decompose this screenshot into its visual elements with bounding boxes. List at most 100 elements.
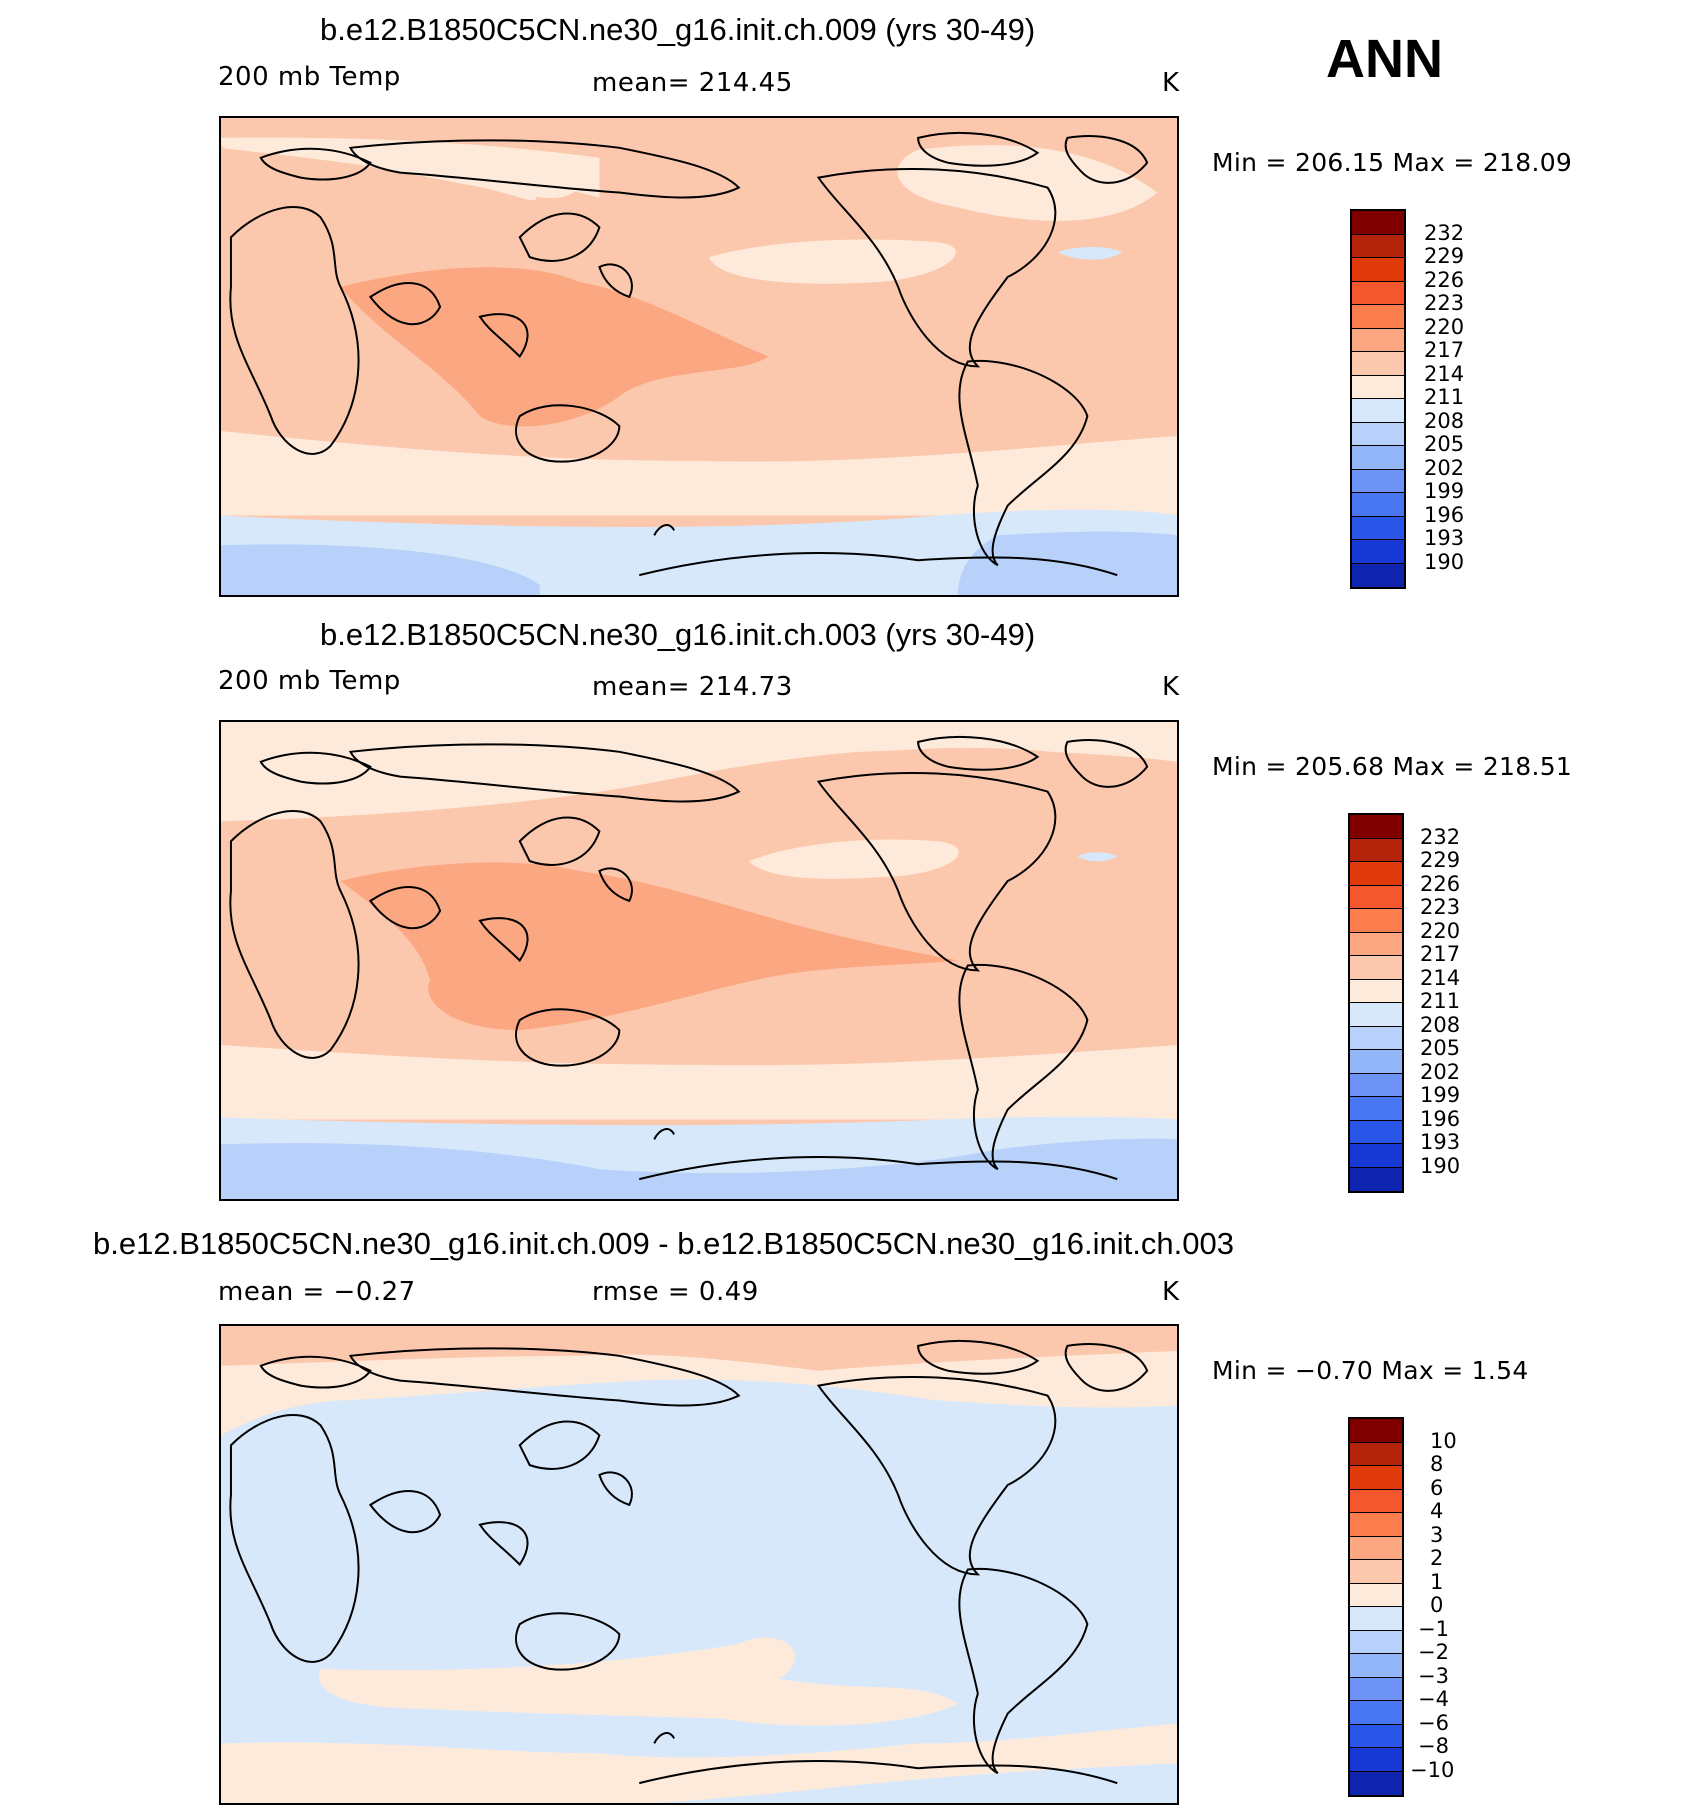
colorbar-swatch [1352,281,1404,305]
colorbar-swatch [1350,1654,1402,1678]
colorbar-swatch [1350,1583,1402,1607]
colorbar-tick-label: 223 [1420,895,1461,919]
colorbar-tick-label: 10 [1430,1429,1457,1453]
colorbar-tick-label: 226 [1420,872,1461,896]
colorbar-swatch [1352,211,1404,235]
colorbar-tick-label: 193 [1424,526,1465,550]
colorbar-swatch [1350,1560,1402,1584]
colorbar-swatch [1350,956,1402,980]
colorbar-tick-label: 229 [1420,848,1461,872]
colorbar-tick-label: 232 [1424,221,1465,245]
colorbar-swatch [1350,1144,1402,1168]
colorbar-swatch [1350,1771,1402,1795]
colorbar-swatch [1350,1489,1402,1513]
contour-band-1-2 [221,1326,1177,1371]
colorbar-swatch [1350,885,1402,909]
colorbar-tick-label: 217 [1420,942,1461,966]
colorbar-swatch [1350,1536,1402,1560]
colorbar [1348,1417,1404,1797]
variable-label: 200 mb Temp [218,62,401,92]
colorbar-tick-label: 190 [1420,1154,1461,1178]
colorbar-swatch [1350,1050,1402,1074]
colorbar-swatch [1350,1026,1402,1050]
colorbar-swatch [1352,258,1404,282]
colorbar-swatch [1350,1701,1402,1725]
world-map-icon [221,1326,1177,1803]
mean-label: mean= 214.45 [592,68,793,98]
colorbar-swatch [1350,1120,1402,1144]
colorbar-swatch [1352,446,1404,470]
minmax-label: Min = 205.68 Max = 218.51 [1212,752,1573,781]
coastlines [229,735,1149,1181]
colorbar-swatch [1350,909,1402,933]
colorbar-tick-label: 217 [1424,338,1465,362]
coastlines [229,1339,1149,1785]
colorbar-tick-label: 199 [1420,1083,1461,1107]
colorbar-tick-label: 3 [1430,1523,1444,1547]
colorbar-swatch [1352,375,1404,399]
world-map-plot [219,116,1179,597]
panel-title: b.e12.B1850C5CN.ne30_g16.init.ch.009 - b… [93,1226,1234,1261]
colorbar-swatch [1350,1419,1402,1443]
units-label: K [1162,1277,1180,1307]
colorbar-swatch [1350,862,1402,886]
units-label: K [1162,672,1180,702]
colorbar-tick-label: 211 [1420,989,1461,1013]
colorbar-swatch [1352,234,1404,258]
colorbar-tick-label: −2 [1418,1640,1449,1664]
contour-band-211-214 [222,142,580,199]
coastlines [229,131,1149,577]
mean-label: mean = −0.27 [218,1277,416,1307]
colorbar-tick-label: 220 [1420,919,1461,943]
contour-band-211-214 [221,1044,1177,1120]
world-map-plot [219,1324,1179,1805]
mean-label: mean= 214.73 [592,672,793,702]
rmse-label: rmse = 0.49 [592,1277,759,1307]
colorbar-swatch [1350,1466,1402,1490]
colorbar-swatch [1352,516,1404,540]
colorbar [1348,813,1404,1193]
contour-band-205-208 [221,544,540,595]
colorbar-swatch [1350,1630,1402,1654]
colorbar-tick-label: 0 [1430,1593,1444,1617]
minmax-label: Min = 206.15 Max = 218.09 [1212,148,1573,177]
colorbar-tick-label: −8 [1418,1734,1449,1758]
colorbar-tick-label: 220 [1424,315,1465,339]
colorbar-swatch [1350,1073,1402,1097]
colorbar [1350,209,1406,589]
colorbar-swatch [1350,1607,1402,1631]
colorbar-tick-label: 232 [1420,825,1461,849]
colorbar-tick-label: 223 [1424,291,1465,315]
colorbar-swatch [1350,1748,1402,1772]
world-map-plot [219,720,1179,1201]
colorbar-tick-label: 4 [1430,1499,1444,1523]
colorbar-tick-label: 205 [1424,432,1465,456]
colorbar-swatch [1350,1724,1402,1748]
colorbar-tick-label: 6 [1430,1476,1444,1500]
contour-band-211-214 [221,137,600,198]
colorbar-swatch [1350,1167,1402,1191]
world-map-icon [221,118,1177,595]
colorbar-tick-label: 208 [1424,409,1465,433]
contour-band-214-217 [609,747,1138,806]
colorbar-tick-label: 196 [1420,1107,1461,1131]
season-label: ANN [1326,29,1443,89]
contour-band-208-211 [1077,852,1118,862]
colorbar-tick-label: 229 [1424,244,1465,268]
contour-band-211-214 [708,239,956,284]
contour-band-217-220 [340,862,958,1031]
colorbar-swatch [1350,1513,1402,1537]
world-map-icon [221,722,1177,1199]
colorbar-swatch [1350,838,1402,862]
colorbar-tick-label: 214 [1420,966,1461,990]
contour-band-211-214 [748,839,959,879]
colorbar-tick-label: 196 [1424,503,1465,527]
colorbar-swatch [1350,1442,1402,1466]
colorbar-swatch [1352,493,1404,517]
units-label: K [1162,68,1180,98]
colorbar-swatch [1350,1003,1402,1027]
colorbar-swatch [1352,422,1404,446]
panel-title: b.e12.B1850C5CN.ne30_g16.init.ch.009 (yr… [320,12,1036,47]
colorbar-swatch [1352,563,1404,587]
colorbar-tick-label: −6 [1418,1711,1449,1735]
